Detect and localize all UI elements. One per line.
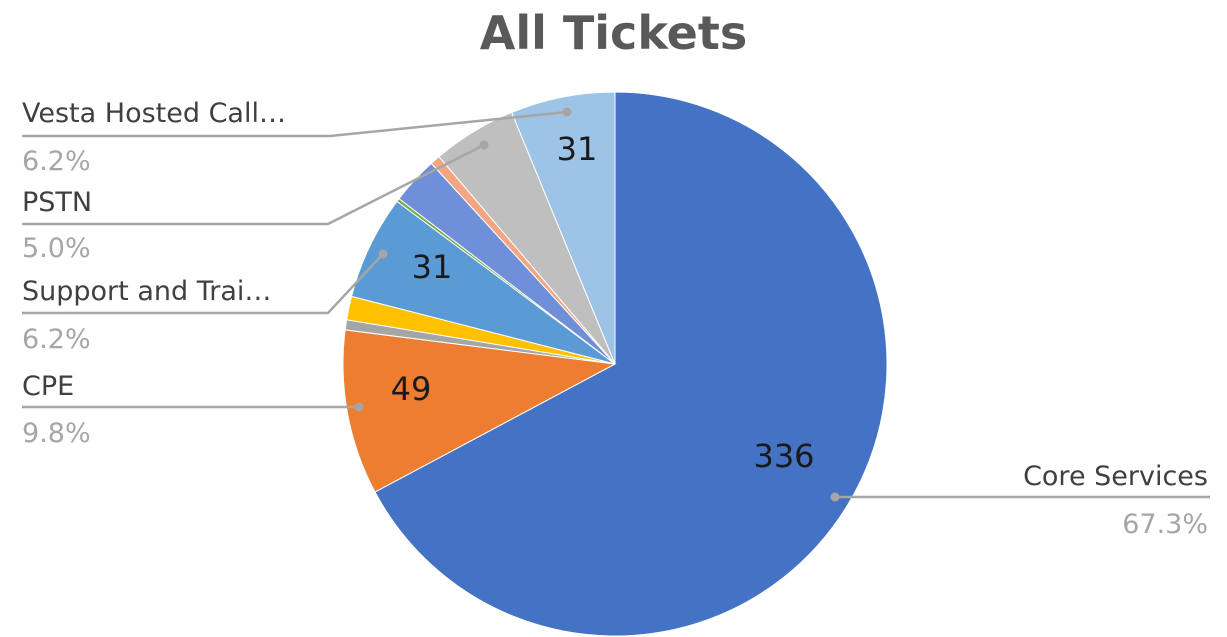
percent-label-vesta-hosted-call: 6.2%: [22, 146, 91, 177]
leader-dot-pstn: [479, 140, 489, 150]
pie-slice-core-services: [374, 91, 888, 637]
pie-slices: [342, 91, 888, 637]
percent-label-cpe: 9.8%: [22, 418, 91, 449]
category-label-core-services: Core Services: [1023, 461, 1208, 492]
percent-label-support-and-trai: 6.2%: [22, 324, 91, 355]
pie-slice-vesta-hosted-call: [511, 91, 616, 365]
category-label-support-and-trai: Support and Trai…: [22, 276, 271, 307]
value-label-core-services: 336: [753, 437, 814, 475]
leader-dot-core-services: [830, 492, 840, 502]
leader-line-vesta-hosted-call: [22, 110, 568, 138]
chart-title: All Tickets: [479, 6, 748, 60]
leader-dot-support-and-trai: [378, 249, 388, 259]
leader-dot-vesta-hosted-call: [562, 107, 572, 117]
leader-dot-cpe: [354, 402, 364, 412]
leader-line-pstn: [22, 143, 485, 226]
category-label-pstn: PSTN: [22, 187, 92, 218]
value-label-support-and-trai: 31: [412, 248, 453, 286]
pie-slice-cpe: [342, 329, 617, 493]
percent-label-pstn: 5.0%: [22, 233, 91, 264]
value-label-cpe: 49: [391, 370, 432, 408]
pie-labels: Core Services 67.3% 336 CPE 9.8% 49 Support an…: [22, 98, 1210, 540]
percent-label-core-services: 67.3%: [1122, 509, 1208, 540]
value-label-vesta-hosted-call: 31: [557, 130, 598, 168]
category-label-cpe: CPE: [22, 371, 74, 402]
leader-line-support-and-trai: [22, 253, 384, 315]
category-label-vesta-hosted-call: Vesta Hosted Call…: [22, 98, 286, 129]
